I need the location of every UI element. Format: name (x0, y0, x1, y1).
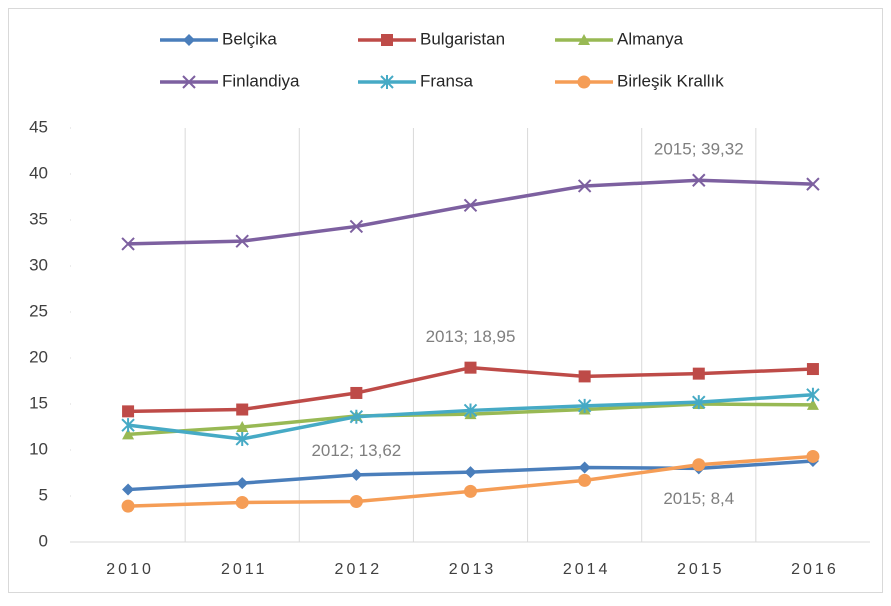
legend-label: Bulgaristan (420, 29, 505, 48)
marker (577, 75, 591, 89)
marker (349, 219, 364, 234)
marker (182, 75, 196, 89)
marker (578, 370, 591, 383)
series (121, 387, 820, 446)
marker (122, 483, 135, 496)
marker (350, 386, 363, 399)
legend-label: Finlandiya (222, 71, 300, 90)
legend-label: Belçika (222, 29, 277, 48)
marker (692, 458, 706, 472)
marker (806, 387, 820, 402)
series (121, 173, 820, 251)
marker (122, 405, 135, 418)
marker (692, 395, 706, 410)
marker (350, 468, 363, 481)
legend-item: Belçika (160, 29, 277, 48)
marker (464, 466, 477, 479)
marker (349, 409, 364, 424)
legend-item: Fransa (358, 71, 473, 90)
marker (463, 403, 478, 418)
marker (806, 177, 820, 191)
legend-label: Birleşik Krallık (617, 71, 724, 90)
y-tick-label: 20 (29, 347, 48, 366)
marker (235, 495, 249, 509)
legend-item: Finlandiya (160, 71, 300, 90)
data-label: 2012; 13,62 (311, 441, 401, 460)
marker (464, 484, 477, 498)
legend-item: Almanya (555, 29, 684, 48)
legend-label: Fransa (420, 71, 473, 90)
marker (578, 34, 590, 45)
data-label: 2015; 39,32 (654, 140, 744, 159)
legend-item: Birleşik Krallık (555, 71, 724, 90)
marker (183, 34, 195, 46)
marker (577, 398, 592, 413)
x-tick-label: 2012 (335, 561, 383, 578)
marker (349, 495, 363, 509)
marker (381, 34, 393, 46)
marker (578, 473, 592, 487)
marker (235, 431, 249, 446)
x-tick-label: 2015 (677, 561, 725, 578)
marker (121, 418, 135, 433)
x-tick-label: 2010 (106, 561, 154, 578)
y-tick-label: 30 (29, 255, 48, 274)
series (121, 449, 820, 513)
marker (236, 403, 249, 416)
marker (235, 234, 249, 248)
marker (577, 179, 592, 193)
y-tick-label: 15 (29, 393, 48, 412)
y-tick-label: 45 (29, 117, 48, 136)
x-tick-label: 2011 (221, 561, 267, 578)
y-tick-label: 25 (29, 301, 48, 320)
y-tick-label: 40 (29, 163, 48, 182)
y-tick-label: 10 (29, 439, 48, 458)
marker (464, 361, 477, 374)
marker (806, 363, 819, 376)
data-label: 2015; 8,4 (663, 489, 734, 508)
data-label: 2013; 18,95 (426, 327, 516, 346)
x-tick-label: 2014 (563, 561, 611, 578)
y-tick-label: 35 (29, 209, 48, 228)
marker (121, 499, 135, 513)
y-tick-label: 0 (39, 531, 48, 550)
x-tick-label: 2016 (791, 561, 839, 578)
marker (236, 477, 249, 490)
marker (236, 421, 249, 432)
x-tick-label: 2013 (449, 561, 497, 578)
marker (692, 367, 705, 380)
marker (380, 75, 394, 89)
legend-label: Almanya (617, 29, 684, 48)
series (122, 361, 819, 418)
y-tick-label: 5 (39, 485, 48, 504)
legend-item: Bulgaristan (358, 29, 505, 48)
marker (806, 449, 820, 463)
marker (122, 428, 135, 440)
marker (121, 237, 135, 251)
marker (463, 198, 478, 212)
marker (806, 398, 819, 410)
marker (692, 173, 706, 187)
marker (578, 461, 591, 474)
